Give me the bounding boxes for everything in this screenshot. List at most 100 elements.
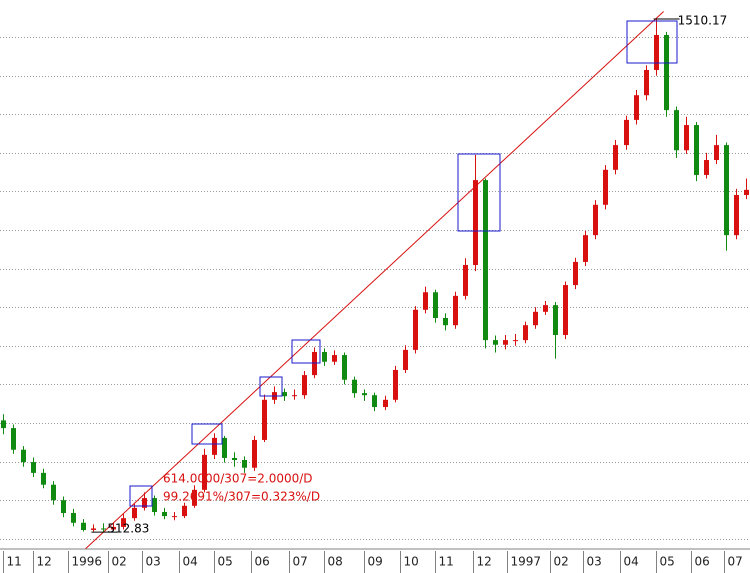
x-axis: 11 12 1996 02 03 04 05 06 07 08 09 10 11 12 1997 02 03 04… <box>3 551 743 573</box>
x-tick-label: 07 <box>728 555 743 569</box>
candle-body <box>724 145 729 236</box>
candle-body <box>182 505 187 517</box>
candle-body <box>603 169 608 205</box>
candle-body <box>613 145 618 170</box>
candle-body <box>684 125 689 151</box>
highlight-box <box>291 339 321 364</box>
candle-body <box>413 309 418 350</box>
candle-body <box>142 498 147 508</box>
candle-body <box>372 395 377 408</box>
candle-body <box>91 528 96 530</box>
trend-layer <box>78 11 664 556</box>
candle-body <box>31 462 36 473</box>
candle-body <box>573 261 578 286</box>
x-tick-label: 05 <box>218 555 233 569</box>
candle-body <box>1 420 6 429</box>
candle-body <box>513 340 518 342</box>
candle-body <box>744 189 749 196</box>
candle-body <box>111 526 116 530</box>
x-tick-label: 06 <box>255 555 270 569</box>
x-tick-label: 05 <box>660 555 675 569</box>
highlight-box <box>129 485 153 507</box>
labels: 512.83 1510.17 <box>91 13 728 536</box>
candle-body <box>172 516 177 518</box>
x-tick-label: 12 <box>37 555 52 569</box>
candle-body <box>383 399 388 408</box>
candle-body <box>212 437 217 455</box>
candle-body <box>121 518 126 527</box>
candle-body <box>493 340 498 345</box>
candle-body <box>81 522 86 530</box>
candle-body <box>11 428 16 450</box>
candle-body <box>593 204 598 236</box>
candle-body <box>322 351 327 362</box>
candle-body <box>734 195 739 236</box>
candle-body <box>403 349 408 370</box>
candle-body <box>654 34 659 70</box>
candle-body <box>583 235 588 262</box>
trend-line <box>78 11 664 556</box>
candle-body <box>342 355 347 380</box>
candle-body <box>21 449 26 463</box>
candle-body <box>292 395 297 397</box>
candle-body <box>523 325 528 341</box>
candle-body <box>282 392 287 397</box>
x-tick-label: 10 <box>404 555 419 569</box>
candle-body <box>483 180 488 341</box>
highlight-box <box>259 376 283 397</box>
candle-body <box>543 305 548 312</box>
candle-body <box>262 399 267 440</box>
candle-body <box>563 285 568 335</box>
candle-body <box>714 145 719 161</box>
x-tick-label: 07 <box>293 555 308 569</box>
x-tick-label: 1996 <box>72 555 103 569</box>
highlight-box <box>626 20 678 64</box>
candle-body <box>624 119 629 146</box>
x-tick-label: 11 <box>7 555 22 569</box>
candle-body <box>202 454 207 490</box>
highlight-boxes <box>129 20 678 507</box>
candle-body <box>463 264 468 296</box>
candle-body <box>302 375 307 396</box>
candle-body <box>101 528 106 530</box>
candle-body <box>61 500 66 514</box>
x-tick-label: 09 <box>368 555 383 569</box>
candle-body <box>634 95 639 120</box>
candle-body <box>674 110 679 151</box>
candle-body <box>222 437 227 458</box>
x-tick-label: 11 <box>439 555 454 569</box>
annotation: 614.0000/307=2.0000/D <box>163 472 313 486</box>
candle-body <box>152 498 157 512</box>
candle-body <box>443 317 448 326</box>
x-tick-label: 02 <box>112 555 127 569</box>
x-axis-strip <box>0 549 750 573</box>
candle-body <box>433 292 438 318</box>
candle-body <box>41 472 46 485</box>
x-tick-label: 03 <box>146 555 161 569</box>
candle-body <box>71 513 76 523</box>
high-label: 1510.17 <box>678 13 728 27</box>
candle-body <box>362 393 367 396</box>
x-tick-label: 12 <box>477 555 492 569</box>
x-tick-label: 06 <box>695 555 710 569</box>
candle-body <box>423 292 428 310</box>
x-tick-label: 04 <box>624 555 639 569</box>
grid <box>0 37 750 540</box>
candle-body <box>192 489 197 506</box>
candle-body <box>393 369 398 400</box>
x-tick-label: 08 <box>328 555 343 569</box>
candle-body <box>644 69 649 96</box>
candle-body <box>503 340 508 345</box>
candle-body <box>473 180 478 265</box>
candle-body <box>694 125 699 175</box>
candle-body <box>453 295 458 326</box>
x-tick-label: 02 <box>554 555 569 569</box>
candle-body <box>51 484 56 501</box>
candle-body <box>352 379 357 394</box>
candle-body <box>252 439 257 468</box>
candle-body <box>553 305 558 335</box>
candle-body <box>332 355 337 362</box>
candle-body <box>242 460 247 468</box>
